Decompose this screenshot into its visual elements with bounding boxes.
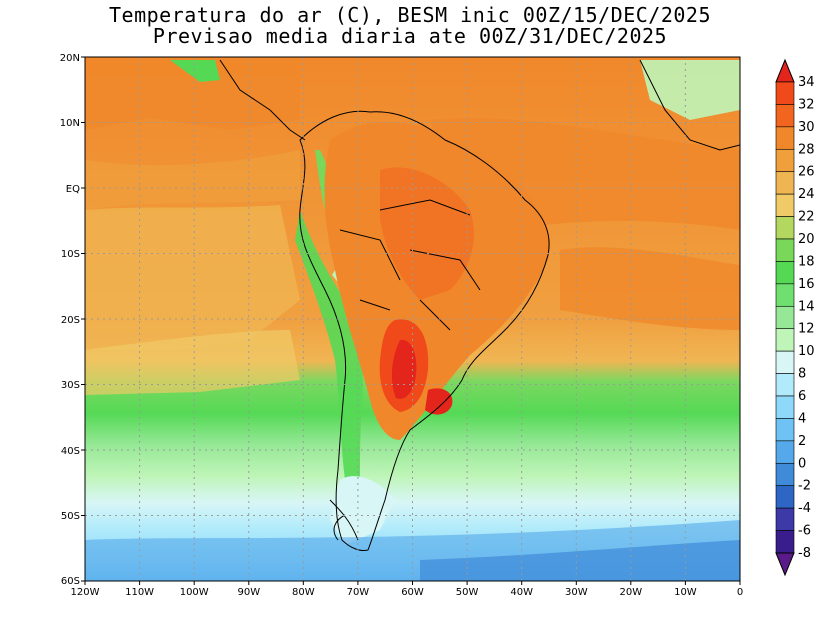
colorbar-band <box>775 462 795 487</box>
colorbar-band <box>775 440 795 464</box>
lon-label: 10W <box>674 587 697 598</box>
lat-label: 50S <box>61 511 80 522</box>
colorbar-band <box>775 283 795 307</box>
lat-label: 10S <box>61 249 80 260</box>
lon-label: 60W <box>401 587 424 598</box>
colorbar-band <box>775 418 795 442</box>
colorbar-label: 28 <box>798 142 815 157</box>
colorbar-band <box>775 126 795 150</box>
colorbar-label: 32 <box>798 97 815 112</box>
colorbar-min-arrow <box>775 552 795 577</box>
lon-label: 0 <box>737 587 743 598</box>
colorbar-label: -8 <box>798 546 811 561</box>
lon-label: 80W <box>292 587 315 598</box>
colorbar-label: 26 <box>798 165 815 180</box>
lon-label: 40W <box>510 587 533 598</box>
colorbar-label: 30 <box>798 120 815 135</box>
colorbar-label: -4 <box>798 501 811 516</box>
lon-label: 30W <box>565 587 588 598</box>
longitude-ticks <box>84 581 741 585</box>
colorbar-label: -2 <box>798 479 811 494</box>
colorbar-band <box>775 81 795 105</box>
colorbar-band <box>775 328 795 352</box>
colorbar-label: 2 <box>798 434 806 449</box>
colorbar-band <box>775 216 795 240</box>
lon-label: 50W <box>456 587 479 598</box>
colorbar-label: 6 <box>798 389 806 404</box>
colorbar-label: 12 <box>798 322 815 337</box>
lat-lon-grid <box>85 57 740 581</box>
colorbar-band <box>775 507 795 531</box>
map-title-line2: Previsao media diaria ate 00Z/31/DEC/202… <box>152 24 668 48</box>
lon-label: 20W <box>619 587 642 598</box>
colorbar-label: 4 <box>798 411 806 426</box>
lat-label: EQ <box>66 184 80 195</box>
colorbar-band <box>775 171 795 195</box>
lon-label: 110W <box>125 587 154 598</box>
colorbar-band <box>775 373 795 397</box>
colorbar-label: 24 <box>798 187 815 202</box>
lat-label: 10N <box>60 118 80 129</box>
lon-label: 90W <box>237 587 260 598</box>
colorbar-label: 14 <box>798 299 815 314</box>
latitude-ticks <box>81 56 85 582</box>
colorbar-band <box>775 238 795 262</box>
colorbar-label: 22 <box>798 210 815 225</box>
colorbar-label: 16 <box>798 277 815 292</box>
latitude-axis: 20N 10N EQ 10S 20S 30S 40S 50S 60S <box>60 53 80 587</box>
colorbar-band <box>775 485 795 509</box>
colorbar-band <box>775 104 795 128</box>
lat-label: 60S <box>61 576 80 587</box>
coastline-outline <box>219 59 740 551</box>
map-title-line1: Temperatura do ar (C), BESM inic 00Z/15/… <box>109 3 711 27</box>
lat-label: 20S <box>61 315 80 326</box>
colorbar-band <box>775 530 795 554</box>
colorbar-label: -6 <box>798 524 811 539</box>
colorbar-band <box>775 305 795 330</box>
colorbar-band <box>775 193 795 217</box>
colorbar-max-arrow <box>775 58 795 83</box>
colorbar-label: 34 <box>798 75 815 90</box>
colorbar-label: 18 <box>798 254 815 269</box>
colorbar-band <box>775 261 795 285</box>
colorbar-band <box>775 395 795 419</box>
lon-label: 120W <box>71 587 100 598</box>
colorbar-label: 0 <box>798 456 806 471</box>
lat-label: 40S <box>61 446 80 457</box>
colorbar-band <box>775 350 795 374</box>
lat-label: 30S <box>61 380 80 391</box>
lon-label: 70W <box>347 587 370 598</box>
colorbar-label: 8 <box>798 367 806 382</box>
colorbar-band <box>775 148 795 173</box>
longitude-axis: 120W 110W 100W 90W 80W 70W 60W 50W 40W 3… <box>71 587 744 598</box>
temperature-field <box>85 57 740 581</box>
colorbar-label: 10 <box>798 344 815 359</box>
colorbar-label: 20 <box>798 232 815 247</box>
lat-label: 20N <box>60 53 80 64</box>
lon-label: 100W <box>180 587 209 598</box>
